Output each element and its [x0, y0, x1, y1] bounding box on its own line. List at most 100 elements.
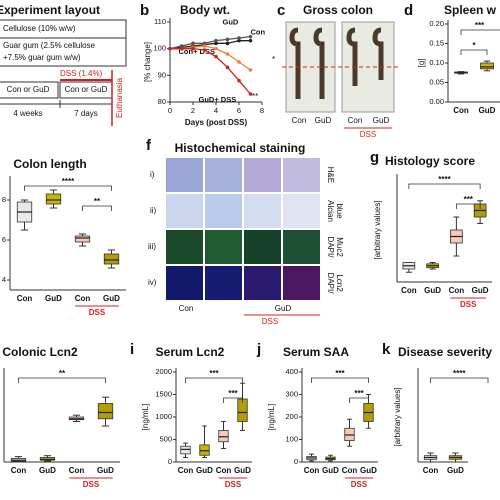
- x-tick-label: 6: [237, 106, 241, 115]
- panel-letter: b: [140, 2, 149, 19]
- row-label: iii): [148, 242, 156, 251]
- chart-title: Serum Lcn2: [156, 345, 225, 359]
- point: [248, 92, 253, 96]
- x-tick-label: Con: [342, 466, 358, 475]
- panel-letter: f: [146, 137, 152, 154]
- annotation: ***: [335, 369, 345, 378]
- category-label: Con: [179, 304, 194, 313]
- annotation: ***: [464, 195, 474, 204]
- x-tick-label: Con: [75, 294, 91, 303]
- x-tick-label: Con: [11, 466, 27, 475]
- y-axis-label: [arbitrary values]: [393, 387, 402, 446]
- diet-box: [0, 37, 127, 67]
- annotation: ***: [228, 389, 238, 398]
- series-line: [169, 40, 251, 50]
- stain-image: [244, 158, 281, 192]
- chart-title: Colon length: [13, 157, 86, 171]
- y-axis-label: [arbitrary values]: [373, 200, 382, 259]
- significance-bracket: [185, 377, 243, 383]
- series-label: GuD+ DSS: [199, 95, 237, 104]
- group-label: DSS: [262, 317, 278, 326]
- point: [237, 38, 241, 43]
- y-tick-label: 0.00: [429, 97, 444, 106]
- series-label: Con: [251, 28, 266, 37]
- significance-bracket: [455, 203, 481, 209]
- diet-label: Guar gum (2.5% cellulose: [3, 41, 96, 50]
- gross-colon: Gross colon Con GuD Con GuD DSS: [282, 3, 400, 139]
- point: [191, 46, 195, 51]
- colon: [346, 27, 358, 86]
- stain-label: Lcn2: [335, 274, 344, 292]
- x-tick-label: GuD: [322, 466, 339, 475]
- panel-letter: j: [256, 341, 261, 358]
- point: [214, 54, 218, 59]
- annotation: ****: [62, 177, 75, 186]
- group-label: DSS: [89, 308, 106, 317]
- stain-grid: [166, 158, 320, 300]
- panel-title: Experiment layout: [0, 3, 100, 17]
- y-tick-label: 1000: [155, 412, 172, 421]
- series-label: Con+ DSS: [179, 47, 215, 56]
- point: [237, 60, 241, 64]
- x-tick-label: GuD: [479, 106, 496, 115]
- colon: [313, 27, 325, 99]
- point: [202, 44, 207, 48]
- x-tick-label: 8: [260, 106, 264, 115]
- stain-image: [205, 230, 242, 264]
- group-label: DSS: [83, 480, 100, 489]
- x-tick-label: Con: [401, 286, 417, 295]
- y-tick-label: 0.20: [429, 19, 444, 28]
- significance-bracket: [18, 377, 106, 383]
- y-tick-label: 90: [158, 70, 166, 79]
- series-line: [170, 48, 251, 95]
- significance-bracket: [24, 185, 112, 191]
- y-tick-label: 0.05: [429, 77, 444, 86]
- group-label: DSS: [460, 300, 477, 309]
- stain-label: H&E: [326, 167, 335, 183]
- y-tick-label: 80: [158, 97, 166, 106]
- point: [202, 41, 207, 46]
- annotation: *: [472, 41, 476, 50]
- colon: [289, 27, 301, 99]
- period-box: [0, 81, 59, 99]
- x-tick-label: Con: [449, 286, 465, 295]
- annotation: **: [252, 92, 258, 101]
- category-label: GuD: [315, 116, 332, 125]
- chart-title: Serum SAA: [283, 345, 349, 359]
- stain-image: [205, 194, 242, 228]
- annotation: ***: [209, 369, 219, 378]
- x-tick-label: Con: [69, 466, 85, 475]
- y-tick-label: 0: [168, 457, 172, 466]
- chart-title: Histology score: [385, 154, 475, 168]
- y-tick-label: 500: [159, 434, 172, 443]
- significance-bracket: [460, 49, 488, 55]
- significance-bracket: [349, 397, 369, 403]
- period-length: 7 days: [74, 109, 98, 118]
- period-diet: Con or GuD: [7, 85, 50, 94]
- experiment-layout: Experiment layout Cellulose (10% w/w) Gu…: [0, 3, 127, 126]
- stain-image: [166, 266, 203, 300]
- point: [225, 52, 230, 56]
- point: [179, 44, 184, 48]
- stain-label: Muc2: [335, 237, 344, 257]
- stain-label: DAPI/: [326, 273, 335, 295]
- y-tick-label: 2000: [155, 367, 172, 376]
- x-tick-label: Con: [216, 466, 232, 475]
- point: [225, 37, 230, 42]
- group-label: DSS: [360, 130, 376, 139]
- period-diet: Con or GuD: [65, 85, 108, 94]
- end-label: Euthanasia: [115, 77, 124, 118]
- y-tick-label: 100: [153, 44, 166, 53]
- point: [191, 41, 195, 46]
- category-label: GuD: [373, 116, 390, 125]
- x-tick-label: GuD: [39, 466, 56, 475]
- chart-title: Colonic Lcn2: [2, 345, 78, 359]
- annotation: ****: [453, 369, 466, 378]
- x-tick-label: Con: [17, 294, 33, 303]
- box: [103, 253, 120, 265]
- box: [218, 430, 229, 443]
- significance-bracket: [82, 205, 112, 211]
- x-tick-label: Con: [423, 466, 439, 475]
- point: [214, 38, 218, 43]
